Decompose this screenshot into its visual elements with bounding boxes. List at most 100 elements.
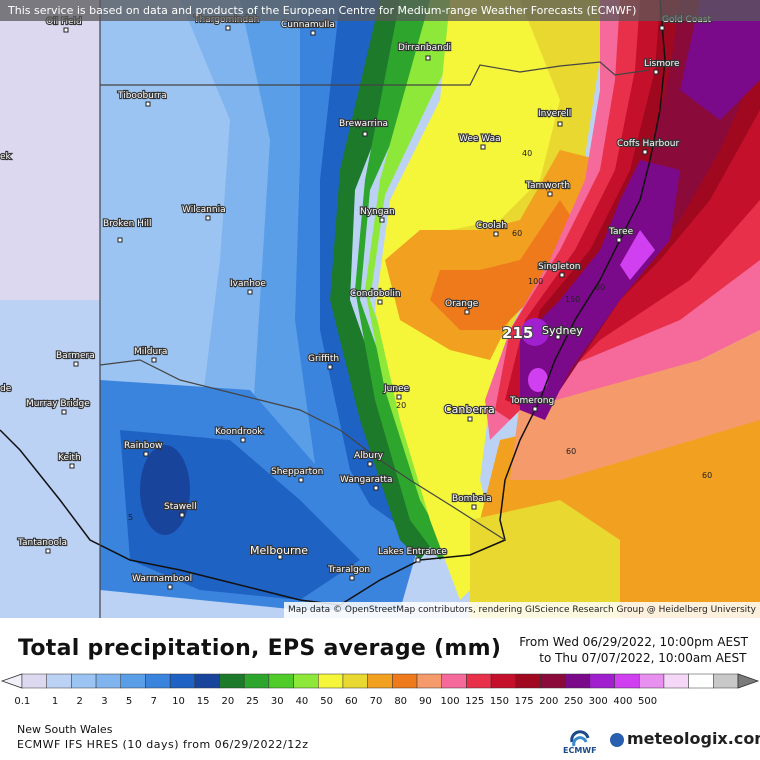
legend-swatch [367,673,393,689]
legend-tick-label: 15 [197,696,210,707]
city-marker [240,437,246,443]
city-label: Brewarrina [339,119,388,129]
legend-tick-label: 300 [589,696,608,707]
legend-swatch [243,673,270,689]
legend-swatch [120,673,146,689]
legend-tick-label: 20 [221,696,234,707]
city-label: Junee [383,384,410,394]
city-marker [559,272,565,278]
svg-text:5: 5 [128,513,133,522]
legend-tick-label: 40 [296,696,309,707]
map-attribution: Map data © OpenStreetMap contributors, r… [284,602,760,618]
city-marker [167,584,173,590]
legend-tick-label: 150 [490,696,509,707]
city-marker [69,463,75,469]
city-label: Inverell [538,109,571,119]
city-label: Bombala [452,494,492,504]
legend-tick-label: 7 [151,696,157,707]
city-label: Ivanhoe [230,279,266,289]
legend-swatch [219,673,245,689]
forecast-period: From Wed 06/29/2022, 10:00pm AEST to Thu… [519,634,748,666]
precip-band-20 [330,0,450,560]
city-label: Orange [445,299,479,309]
legend-tick-label: 60 [345,696,358,707]
legend-swatch [318,673,344,689]
max-value-label: 215 [502,324,533,342]
legend-swatch [169,673,196,689]
city-label: Lismore [644,59,680,69]
legend-swatch [194,673,220,689]
legend-tick-label: 2 [77,696,83,707]
precipitation-map[interactable]: 40 60 100 150 80 60 60 20 5 215 Oil Fiel… [0,0,760,618]
ecmwf-logo-icon [570,730,590,747]
legend-tick-label: 50 [320,696,333,707]
city-label: Cunnamulla [281,20,335,30]
city-label: de [0,384,12,394]
svg-text:60: 60 [566,447,576,456]
precip-band-east-50 [470,500,620,618]
city-marker [415,557,421,563]
legend-swatch [564,673,591,689]
city-marker [205,215,211,221]
ecmwf-banner: This service is based on data and produc… [0,0,760,21]
city-marker [179,512,185,518]
city-label: Melbourne [250,544,308,557]
city-marker [464,309,470,315]
region-name: New South Wales [17,723,113,736]
svg-text:20: 20 [396,401,406,410]
city-label: Wangaratta [340,475,393,485]
city-marker [379,217,385,223]
city-marker [45,548,51,554]
legend-swatch [392,673,418,689]
city-marker [659,25,665,31]
city-marker [532,406,538,412]
legend-swatch [688,673,714,689]
legend-tick-label: 5 [126,696,132,707]
meteologix-logo[interactable]: meteologix.com [627,729,760,748]
city-marker [310,30,316,36]
svg-text:100: 100 [528,277,543,286]
legend-swatch [145,673,171,689]
city-label: Lakes Entrance [378,547,447,557]
map-title: Total precipitation, EPS average (mm) [18,636,502,661]
city-label: Tamworth [525,181,570,191]
legend-swatch [71,673,97,689]
legend-swatch [638,673,665,689]
svg-text:80: 80 [595,283,605,292]
legend-tick-label: 0.1 [14,696,30,707]
ocean-southwest [0,430,100,618]
city-label: Wee Waa [459,134,501,144]
city-marker [349,575,355,581]
legend-arrow-left [0,673,23,689]
legend-swatch [713,673,739,689]
city-marker [471,504,477,510]
city-label: Murray Bridge [26,399,90,409]
legend-swatch [540,673,566,689]
precip-band-15 [320,0,430,540]
legend-tick-label: 3 [101,696,107,707]
legend-tick-label: 30 [271,696,284,707]
city-marker [373,485,379,491]
legend-swatch [416,673,442,689]
city-label: Tomerong [509,396,554,406]
city-marker [247,289,253,295]
footer [0,618,760,760]
city-label: Taree [608,227,634,237]
legend-swatch [466,673,492,689]
legend-swatch [515,673,541,689]
city-label: Condobolin [350,289,401,299]
city-marker [396,394,402,400]
legend-swatch [46,673,72,689]
legend-swatch [95,673,122,689]
meteologix-icon [610,733,624,747]
precip-cell-stawell [140,445,190,535]
city-label: Koondrook [215,427,263,437]
legend-swatch [589,673,615,689]
city-marker [225,25,231,31]
legend-tick-label: 25 [246,696,259,707]
precip-band-70 [430,200,580,330]
legend-tick-label: 175 [515,696,534,707]
precip-band-30 [365,0,490,570]
city-label: Sydney [542,324,583,337]
city-label: Traralgon [327,565,370,575]
